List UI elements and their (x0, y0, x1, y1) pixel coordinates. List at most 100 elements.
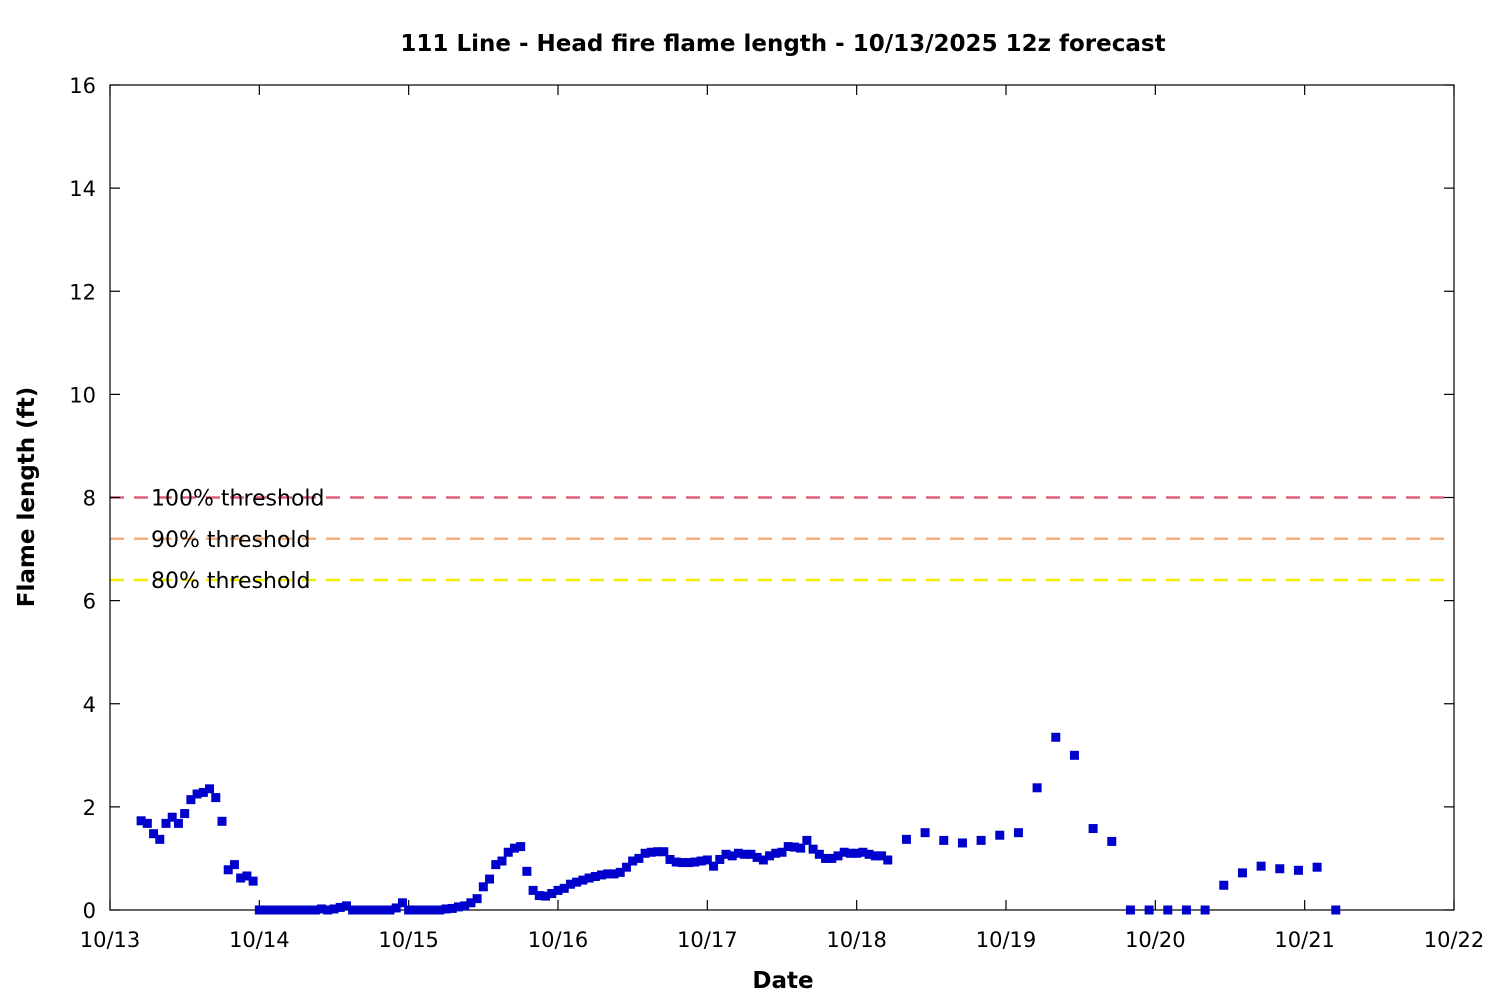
data-point (939, 835, 949, 845)
x-tick-label-1: 10/14 (229, 928, 290, 952)
x-tick-label-8: 10/21 (1274, 928, 1335, 952)
data-point (541, 891, 551, 901)
plot-area-frame (109, 84, 1455, 911)
data-point (136, 816, 146, 826)
y-tick-label-0: 0 (83, 899, 96, 923)
data-point (497, 856, 507, 866)
data-point (1331, 905, 1341, 915)
x-tick-label-5: 10/18 (826, 928, 887, 952)
data-point (304, 905, 314, 915)
data-point (261, 905, 271, 915)
data-point (777, 847, 787, 857)
threshold-lines: 100% threshold 90% threshold 80% threshold (110, 487, 1454, 594)
data-point (472, 894, 482, 904)
data-point (1032, 783, 1042, 793)
data-point (957, 838, 967, 848)
data-point (348, 905, 358, 915)
chart-title: 111 Line - Head fire flame length - 10/1… (400, 31, 1165, 57)
data-point (223, 865, 233, 875)
data-point (833, 851, 843, 861)
y-axis-label: Flame length (ft) (14, 387, 40, 607)
data-point (808, 844, 818, 854)
data-point (653, 847, 663, 857)
data-point (603, 869, 613, 879)
threshold-label-2: 80% threshold (151, 569, 311, 594)
data-point (192, 789, 202, 799)
data-point (516, 842, 526, 852)
y-tick-label-8: 16 (69, 74, 96, 98)
data-point (236, 873, 246, 883)
data-point (752, 852, 762, 862)
data-point (821, 853, 831, 863)
data-point (628, 856, 638, 866)
y-tick-label-6: 12 (69, 280, 96, 304)
data-point (447, 903, 457, 913)
data-point (335, 902, 345, 912)
data-point (186, 795, 196, 805)
y-tick-label-2: 4 (83, 693, 96, 717)
data-point (852, 848, 862, 858)
data-point (845, 848, 855, 858)
data-point (740, 849, 750, 859)
data-point (180, 809, 190, 819)
data-point (366, 905, 376, 915)
data-point (1125, 905, 1135, 915)
data-point (198, 787, 208, 797)
data-point (839, 847, 849, 857)
data-point (229, 860, 239, 870)
data-point (976, 835, 986, 845)
threshold-label-0: 100% threshold (151, 487, 325, 512)
data-point (217, 816, 227, 826)
data-point (1013, 828, 1023, 838)
data-point (677, 858, 687, 868)
data-point (491, 860, 501, 870)
data-point (391, 903, 401, 913)
data-point (814, 849, 824, 859)
data-point (435, 905, 445, 915)
data-point (267, 905, 277, 915)
data-point (659, 847, 669, 857)
x-axis-label: Date (752, 968, 813, 994)
data-point (615, 867, 625, 877)
y-tick-label-3: 6 (83, 590, 96, 614)
data-point (721, 849, 731, 859)
data-point (1107, 836, 1117, 846)
data-point (341, 901, 351, 911)
data-point (547, 889, 557, 898)
data-point (1163, 905, 1173, 915)
data-point (783, 842, 793, 852)
data-point (410, 905, 420, 915)
data-point (709, 861, 719, 871)
data-point (758, 855, 768, 865)
data-point (323, 905, 333, 915)
data-point (1237, 868, 1247, 878)
data-point (609, 869, 619, 879)
data-point (1312, 862, 1322, 872)
data-point (690, 857, 700, 867)
y-tick-label-1: 2 (83, 796, 96, 820)
data-point (870, 851, 880, 861)
data-point (621, 862, 631, 872)
data-point (559, 883, 569, 893)
x-tick-label-9: 10/22 (1424, 928, 1485, 952)
data-point (205, 784, 215, 794)
data-point (173, 818, 183, 828)
data-point (733, 848, 743, 858)
data-point (528, 885, 538, 895)
data-point (360, 905, 370, 915)
data-point (273, 905, 283, 915)
x-tick-label-2: 10/15 (378, 928, 439, 952)
data-point (696, 856, 706, 866)
data-point (665, 854, 675, 864)
data-point (877, 851, 887, 861)
data-point (429, 905, 439, 915)
data-point (466, 898, 476, 908)
data-point (765, 851, 775, 861)
data-point (646, 847, 656, 857)
data-point (901, 834, 911, 844)
data-point (1051, 732, 1061, 742)
data-point (715, 854, 725, 864)
x-tick-label-3: 10/16 (528, 928, 589, 952)
data-point (149, 829, 159, 839)
data-point (416, 905, 426, 915)
